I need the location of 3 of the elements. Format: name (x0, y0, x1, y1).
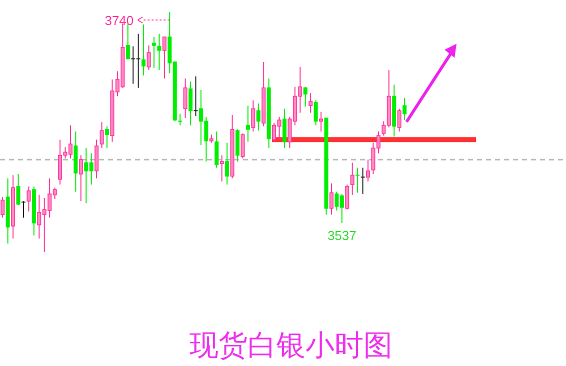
annotation: 3740 (104, 13, 134, 28)
text: 现货白银小时图 (190, 330, 392, 362)
annotation: 3537 (327, 228, 356, 243)
